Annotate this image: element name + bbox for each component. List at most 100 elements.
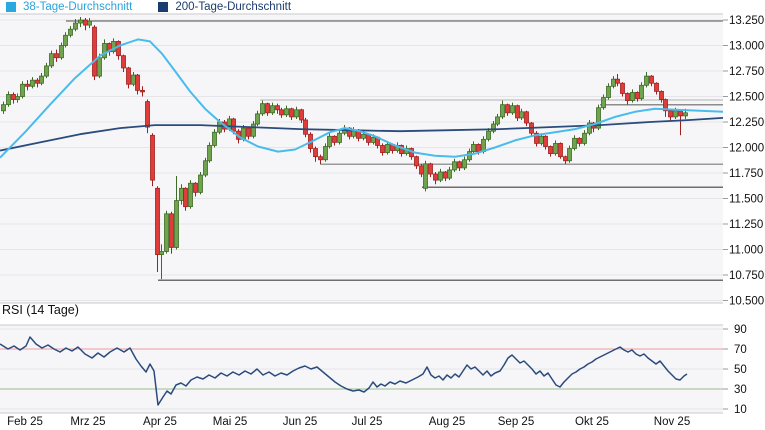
candle-down [563, 156, 568, 162]
candle-down [543, 135, 548, 147]
candle-up [486, 130, 491, 140]
candle-down [135, 74, 140, 91]
candle-down [678, 110, 683, 117]
candle-down [140, 89, 145, 93]
candle-up [1, 104, 6, 112]
candle-down [289, 108, 294, 118]
candle-up [539, 135, 544, 144]
rsi-axis-label: 30 [734, 384, 747, 396]
candle-down [193, 182, 198, 193]
candle-down [635, 92, 640, 99]
y-axis-label: 13.250 [729, 15, 764, 27]
candle-up [188, 182, 193, 208]
candle-up [683, 112, 688, 117]
candle-up [323, 146, 328, 161]
candle-up [639, 84, 644, 99]
x-axis-label: Mai 25 [213, 416, 248, 428]
candle-down [577, 137, 582, 144]
candle-up [97, 57, 102, 77]
y-axis-label: 10.500 [729, 296, 764, 308]
candle-up [164, 213, 169, 252]
candle-down [246, 127, 251, 137]
candle-down [299, 109, 304, 121]
candle-up [179, 187, 184, 201]
candle-up [73, 22, 78, 30]
candle-down [663, 99, 668, 112]
candle-up [611, 78, 616, 87]
y-axis-label: 13.000 [729, 41, 764, 53]
candle-down [150, 134, 155, 181]
x-axis-label: Apr 25 [143, 416, 177, 428]
candle-up [452, 161, 457, 171]
candle-down [169, 213, 174, 248]
candle-down [414, 156, 419, 167]
rsi-axis-label: 10 [734, 404, 747, 416]
x-axis-label: Jul 25 [352, 416, 383, 428]
y-axis-label: 10.750 [729, 270, 764, 282]
candle-up [6, 94, 11, 106]
candle-down [183, 187, 188, 208]
candle-down [145, 101, 150, 128]
candle-up [63, 34, 68, 46]
candle-up [260, 103, 265, 115]
candle-up [327, 135, 332, 147]
candle-up [582, 132, 587, 144]
candle-up [251, 123, 256, 137]
candle-down [155, 187, 160, 256]
candle-down [625, 93, 630, 101]
candle-up [174, 200, 179, 248]
candle-down [428, 163, 433, 175]
chart-legend: 38-Tage-Durchschnitt 200-Tage-Durchschni… [6, 0, 317, 14]
candle-up [255, 113, 260, 125]
candle-down [265, 103, 270, 114]
y-axis-label: 12.000 [729, 143, 764, 155]
candle-down [25, 83, 30, 87]
candle-up [44, 65, 49, 77]
candle-up [500, 104, 505, 118]
main-plot-background [0, 14, 723, 303]
candle-up [20, 83, 25, 97]
candle-down [231, 118, 236, 132]
candle-up [491, 123, 496, 132]
candle-up [361, 133, 366, 139]
y-axis-label: 12.250 [729, 117, 764, 129]
candle-up [198, 174, 203, 193]
legend-item-ma38: 38-Tage-Durchschnitt [6, 1, 132, 13]
candle-up [39, 75, 44, 84]
candle-down [649, 75, 654, 84]
candle-up [471, 144, 476, 152]
candle-down [558, 143, 563, 158]
candle-up [495, 116, 500, 125]
candle-up [630, 92, 635, 101]
y-axis-label: 12.750 [729, 66, 764, 78]
candle-up [462, 159, 467, 169]
candle-up [59, 45, 64, 59]
rsi-axis-label: 50 [734, 364, 747, 376]
x-axis-label: Okt 25 [575, 416, 609, 428]
candle-up [519, 111, 524, 119]
candle-up [385, 144, 390, 154]
candle-down [116, 41, 121, 57]
candle-up [438, 171, 443, 181]
x-axis-label: Feb 25 [7, 416, 43, 428]
candle-up [673, 110, 678, 118]
candle-down [126, 67, 131, 85]
candle-up [553, 143, 558, 155]
rsi-title: RSI (14 Tage) [2, 303, 79, 317]
candle-down [419, 165, 424, 175]
candle-down [534, 132, 539, 144]
candle-down [659, 91, 664, 100]
candle-up [447, 169, 452, 179]
candle-up [212, 131, 217, 146]
y-axis-label: 11.000 [729, 245, 763, 257]
candle-up [111, 41, 116, 53]
candle-up [567, 148, 572, 162]
candle-down [505, 104, 510, 114]
rsi-line [0, 336, 688, 406]
candle-down [121, 55, 126, 69]
ma38-label: 38-Tage-Durchschnitt [23, 1, 133, 13]
candle-up [87, 20, 92, 26]
candle-down [476, 144, 481, 152]
